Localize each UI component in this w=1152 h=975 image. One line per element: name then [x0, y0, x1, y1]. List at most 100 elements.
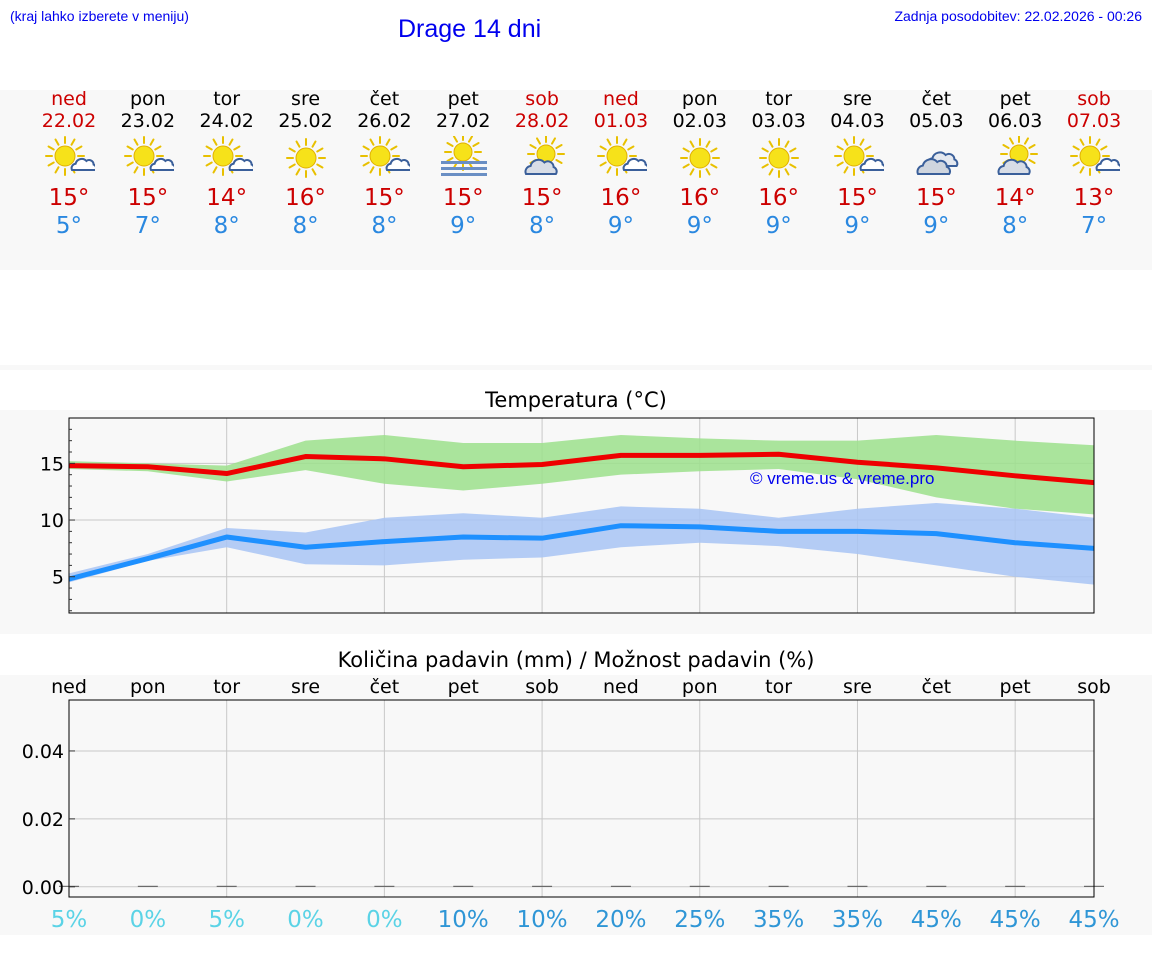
- x-category-label: pon: [130, 676, 166, 698]
- y-tick-label: 15: [40, 453, 64, 475]
- cloud-sun-icon: [524, 136, 566, 175]
- day-date: 05.03: [909, 110, 964, 132]
- sun-icon: [758, 138, 799, 178]
- sun-cloud-icon: [360, 136, 411, 176]
- precipitation-probability-label: 10%: [438, 907, 489, 933]
- plot-frame: [68, 699, 1095, 898]
- forecast-day: sre 25.02 16° 8°: [266, 88, 346, 240]
- min-temperature: 9°: [923, 213, 950, 239]
- sun-cloud-icon: [202, 136, 253, 176]
- plot-frame: [68, 417, 1095, 614]
- precipitation-probability-label: 35%: [832, 907, 883, 933]
- x-category-label: tor: [765, 676, 792, 698]
- day-date: 27.02: [436, 110, 491, 132]
- y-tick-label: 0.02: [22, 809, 64, 831]
- separator: [0, 365, 1152, 370]
- x-category-label: pet: [1000, 676, 1031, 698]
- precipitation-probability-label: 0%: [287, 907, 324, 933]
- day-date: 22.02: [41, 110, 97, 132]
- x-category-label: sre: [291, 676, 320, 698]
- day-date: 04.03: [830, 110, 885, 132]
- min-temperature-range-band: [69, 503, 1094, 585]
- day-date: 25.02: [278, 110, 333, 132]
- sun-cloud-icon: [123, 136, 174, 176]
- day-date: 01.03: [593, 110, 649, 132]
- day-date: 26.02: [357, 110, 412, 132]
- precipitation-bar: [532, 885, 553, 887]
- forecast-day: pon 23.02 15° 7°: [108, 88, 188, 240]
- precipitation-bar: [768, 885, 789, 887]
- precipitation-bar: [689, 885, 710, 887]
- temperature-chart-title: Temperatura (°C): [485, 388, 667, 412]
- max-temperature: 14°: [994, 185, 1036, 211]
- min-temperature: 9°: [686, 213, 713, 239]
- precipitation-probability-label: 0%: [130, 907, 167, 933]
- precipitation-probability-label: 45%: [911, 907, 962, 933]
- forecast-day: pet 27.02 15° 9°: [423, 88, 503, 240]
- day-date: 03.03: [751, 110, 806, 132]
- day-name: sre: [291, 88, 321, 110]
- day-date: 23.02: [120, 110, 176, 132]
- min-temperature: 7°: [1080, 213, 1108, 239]
- day-name: tor: [213, 88, 241, 110]
- precipitation-probability-label: 45%: [990, 907, 1041, 933]
- day-name: sre: [843, 88, 872, 110]
- forecast-day: sob 28.02 15° 8°: [502, 88, 582, 240]
- x-category-label: tor: [213, 676, 240, 698]
- x-category-label: čet: [922, 676, 952, 698]
- precipitation-bar: [610, 885, 631, 887]
- day-name: pet: [999, 88, 1031, 110]
- precipitation-bar: [374, 885, 395, 887]
- forecast-day: tor 24.02 14° 8°: [187, 88, 267, 240]
- day-date: 02.03: [672, 110, 727, 132]
- precipitation-bar: [137, 885, 158, 887]
- day-name: pet: [447, 88, 479, 110]
- min-temperature: 8°: [371, 213, 398, 239]
- forecast-day: ned 01.03 16° 9°: [581, 88, 661, 240]
- precipitation-panel: [0, 675, 1152, 935]
- x-category-label: sob: [1077, 676, 1111, 698]
- forecast-day: čet 26.02 15° 8°: [344, 88, 424, 240]
- precipitation-probability-label: 45%: [1068, 907, 1119, 933]
- min-temperature-line: [68, 523, 1095, 582]
- min-temperature: 9°: [765, 213, 792, 239]
- max-temperature-line: [68, 451, 1095, 486]
- max-temperature: 16°: [758, 185, 800, 211]
- min-temperature: 8°: [1002, 213, 1029, 239]
- min-temperature: 9°: [844, 213, 871, 239]
- precipitation-probability-label: 10%: [517, 907, 568, 933]
- x-category-label: ned: [603, 676, 639, 698]
- y-tick-label: 0.04: [22, 741, 64, 763]
- precipitation-probability-label: 5%: [208, 907, 245, 933]
- x-category-label: čet: [370, 676, 400, 698]
- day-name: pon: [681, 88, 718, 110]
- x-category-label: ned: [51, 676, 87, 698]
- forecast-day: sob 07.03 13° 7°: [1054, 88, 1134, 240]
- day-date: 24.02: [199, 110, 254, 132]
- x-category-label: pet: [448, 676, 479, 698]
- forecast-day: sre 04.03 15° 9°: [818, 88, 898, 240]
- forecast-day: pon 02.03 16° 9°: [660, 88, 740, 240]
- precipitation-bar: [926, 885, 947, 887]
- sun-icon: [679, 138, 720, 178]
- max-temperature: 15°: [127, 185, 169, 211]
- watermark: © vreme.us & vreme.pro: [750, 469, 934, 488]
- precipitation-bar: [295, 885, 316, 887]
- min-temperature: 8°: [213, 213, 240, 239]
- precipitation-probability-label: 20%: [595, 907, 646, 933]
- x-category-label: sre: [843, 676, 872, 698]
- cloud-sun-icon: [997, 136, 1039, 175]
- sun-fog-icon: [441, 136, 488, 176]
- day-name: tor: [765, 88, 793, 110]
- day-name: ned: [51, 88, 87, 110]
- sun-cloud-icon: [833, 136, 884, 176]
- day-name: ned: [603, 88, 639, 110]
- max-temperature: 13°: [1073, 185, 1115, 211]
- precipitation-bar: [453, 885, 474, 887]
- max-temperature: 15°: [48, 185, 90, 211]
- forecast-day: tor 03.03 16° 9°: [739, 88, 819, 240]
- x-category-label: pon: [682, 676, 718, 698]
- page-title: Drage 14 dni: [398, 15, 542, 43]
- precipitation-probability-label: 0%: [366, 907, 403, 933]
